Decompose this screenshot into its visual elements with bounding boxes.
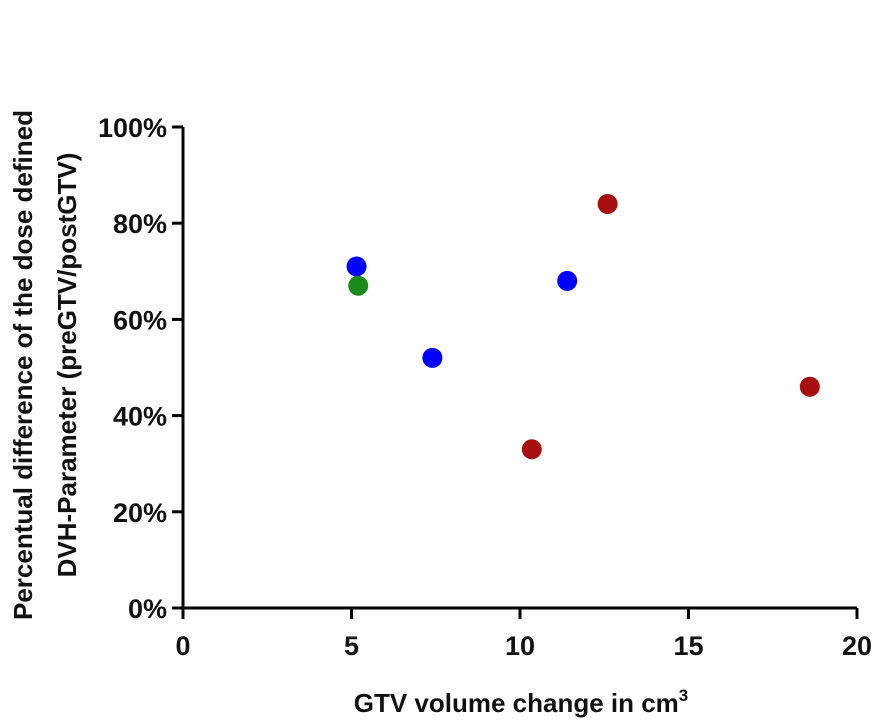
y-axis-title: Percentual difference of the dose define… — [8, 110, 82, 620]
data-point — [799, 376, 820, 397]
y-tick-label: 60% — [113, 305, 167, 335]
x-tick-label: 5 — [344, 631, 359, 661]
y-axis-title-line2: DVH-Parameter (preGTV/postGTV) — [52, 153, 82, 578]
x-tick-label: 20 — [842, 631, 872, 661]
y-tick-label: 100% — [98, 113, 167, 143]
data-point — [346, 256, 367, 277]
y-tick-label: 80% — [113, 209, 167, 239]
x-tick-label: 0 — [175, 631, 190, 661]
data-point — [422, 347, 443, 368]
y-axis-title-line1: Percentual difference of the dose define… — [8, 110, 38, 620]
x-axis-title: GTV volume change in cm3 — [354, 686, 689, 718]
y-tick-label: 0% — [128, 594, 167, 624]
data-point — [521, 439, 542, 460]
data-point — [557, 270, 578, 291]
y-axis-ticks: 0% 20% 40% 60% 80% 100% — [98, 113, 183, 624]
y-tick-label: 20% — [113, 498, 167, 528]
x-axis-title-text: GTV volume change in cm — [354, 688, 679, 718]
x-axis-title-superscript: 3 — [679, 686, 688, 705]
x-tick-label: 15 — [673, 631, 703, 661]
y-tick-label: 40% — [113, 402, 167, 432]
data-points — [346, 193, 820, 460]
x-axis-ticks: 0 5 10 15 20 — [175, 608, 872, 661]
data-point — [597, 193, 618, 214]
data-point — [348, 275, 369, 296]
x-tick-label: 10 — [505, 631, 535, 661]
